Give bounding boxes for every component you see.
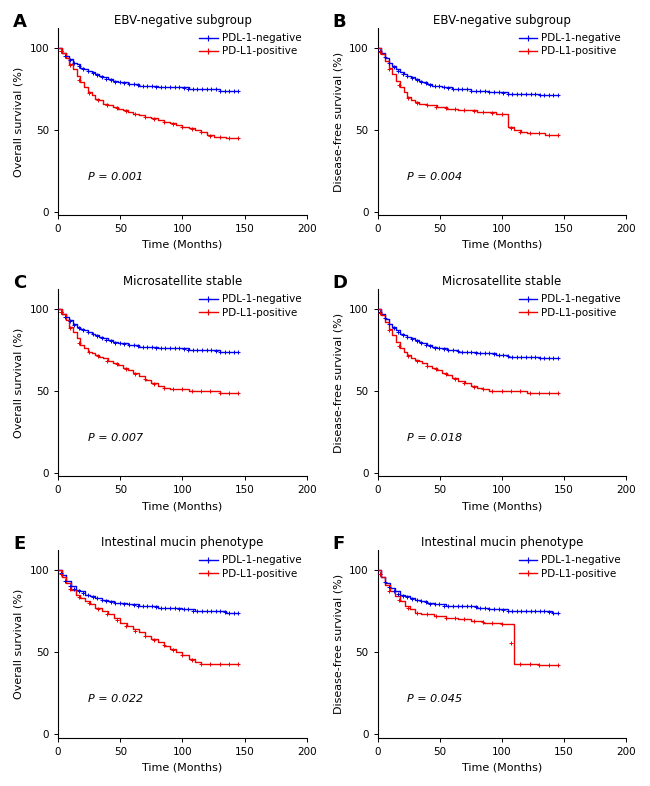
- Title: Microsatellite stable: Microsatellite stable: [123, 275, 242, 288]
- Title: EBV-negative subgroup: EBV-negative subgroup: [433, 14, 571, 27]
- Legend: PDL-1-negative, PD-L1-positive: PDL-1-negative, PD-L1-positive: [519, 33, 621, 57]
- Title: Microsatellite stable: Microsatellite stable: [442, 275, 562, 288]
- Y-axis label: Overall survival (%): Overall survival (%): [14, 589, 24, 699]
- Title: Intestinal mucin phenotype: Intestinal mucin phenotype: [421, 536, 583, 549]
- Text: P = 0.007: P = 0.007: [88, 433, 143, 443]
- Text: D: D: [333, 274, 348, 292]
- Y-axis label: Overall survival (%): Overall survival (%): [14, 328, 24, 438]
- Legend: PDL-1-negative, PD-L1-positive: PDL-1-negative, PD-L1-positive: [199, 33, 302, 57]
- X-axis label: Time (Months): Time (Months): [462, 501, 542, 511]
- Title: Intestinal mucin phenotype: Intestinal mucin phenotype: [101, 536, 264, 549]
- Text: B: B: [333, 13, 346, 31]
- Legend: PDL-1-negative, PD-L1-positive: PDL-1-negative, PD-L1-positive: [199, 556, 302, 578]
- Y-axis label: Disease-free survival (%): Disease-free survival (%): [333, 52, 343, 192]
- Text: P = 0.045: P = 0.045: [408, 694, 463, 703]
- X-axis label: Time (Months): Time (Months): [142, 762, 222, 772]
- Text: A: A: [13, 13, 27, 31]
- X-axis label: Time (Months): Time (Months): [462, 240, 542, 250]
- Legend: PDL-1-negative, PD-L1-positive: PDL-1-negative, PD-L1-positive: [519, 295, 621, 318]
- X-axis label: Time (Months): Time (Months): [142, 501, 222, 511]
- Legend: PDL-1-negative, PD-L1-positive: PDL-1-negative, PD-L1-positive: [519, 556, 621, 578]
- Legend: PDL-1-negative, PD-L1-positive: PDL-1-negative, PD-L1-positive: [199, 295, 302, 318]
- X-axis label: Time (Months): Time (Months): [462, 762, 542, 772]
- Text: P = 0.004: P = 0.004: [408, 171, 463, 182]
- Text: P = 0.018: P = 0.018: [408, 433, 463, 443]
- Y-axis label: Disease-free survival (%): Disease-free survival (%): [333, 313, 343, 453]
- Title: EBV-negative subgroup: EBV-negative subgroup: [114, 14, 252, 27]
- Text: P = 0.001: P = 0.001: [88, 171, 143, 182]
- Text: E: E: [13, 535, 25, 553]
- Text: C: C: [13, 274, 27, 292]
- Text: P = 0.022: P = 0.022: [88, 694, 143, 703]
- Y-axis label: Overall survival (%): Overall survival (%): [14, 67, 24, 177]
- Text: F: F: [333, 535, 345, 553]
- Y-axis label: Disease-free survival (%): Disease-free survival (%): [333, 574, 343, 714]
- X-axis label: Time (Months): Time (Months): [142, 240, 222, 250]
